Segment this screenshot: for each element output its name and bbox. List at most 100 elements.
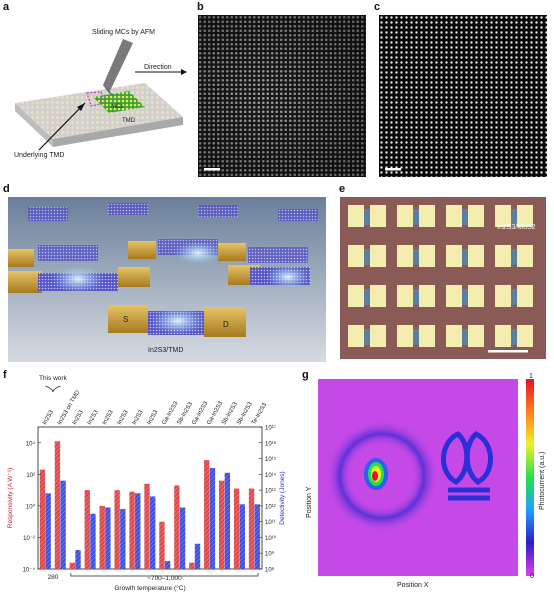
panel-label-a: a (3, 1, 10, 13)
right-tick-label: 10¹³ (265, 489, 276, 495)
detectivity-bar (90, 513, 96, 569)
channel-strip (413, 289, 419, 305)
electrode-pad (495, 205, 511, 227)
panel-label-b: b (197, 1, 204, 13)
detectivity-bar (135, 493, 141, 569)
channel-strip (364, 329, 370, 345)
electrode-pad (370, 285, 386, 307)
detectivity-bar (179, 507, 186, 569)
panel-label-g: g (302, 369, 309, 381)
responsivity-bar (218, 480, 225, 569)
electrode-pad (517, 245, 533, 267)
category-label: In2S3 (147, 409, 160, 426)
detectivity-bar (164, 561, 171, 569)
detectivity-bar (75, 550, 81, 569)
panel-label-e: e (339, 183, 346, 195)
electrode-pad (468, 245, 484, 267)
right-tick-label: 10¹⁵ (265, 456, 277, 463)
detectivity-bar (194, 543, 201, 569)
responsivity-bar (114, 490, 120, 569)
channel-strip (413, 249, 419, 265)
electrode-pad (468, 205, 484, 227)
left-tick-label: 10⁻⁴ (23, 567, 36, 574)
source-label: S (123, 315, 129, 324)
category-label: In2S3 (117, 409, 130, 426)
category-label: In2S3 (102, 409, 115, 426)
right-tick-label: 10⁹ (265, 551, 275, 558)
responsivity-bar (54, 441, 61, 569)
electrode-pad (419, 245, 435, 267)
right-tick-label: 10¹⁶ (265, 440, 277, 447)
panel-b-atomic-image (198, 15, 366, 177)
panel-e-optical-image (340, 197, 546, 359)
source-electrode (108, 305, 148, 333)
responsivity-bar (144, 483, 150, 569)
panel-d-device-illustration (8, 197, 326, 362)
detectivity-bar (224, 472, 231, 569)
electrode-pad (468, 285, 484, 307)
electrode-pad (370, 245, 386, 267)
panel-c-atomic-image (379, 15, 547, 177)
electrode-pad (397, 205, 413, 227)
responsivity-bar (159, 521, 165, 569)
category-label: In2S3 (132, 409, 145, 426)
right-tick-label: 10¹¹ (265, 520, 276, 526)
underlying-tmd-label: Underlying TMD (14, 152, 65, 159)
left-tick-label: 10⁴ (26, 440, 36, 447)
channel-strip (462, 209, 468, 225)
right-tick-label: 10¹² (265, 504, 276, 510)
electrode-pad (348, 285, 364, 307)
right-tick-label: 10⁸ (265, 567, 275, 574)
electrode-pad (495, 285, 511, 307)
channel-strip (462, 249, 468, 265)
electrode-pad (517, 325, 533, 347)
channel-strip (511, 249, 517, 265)
responsivity-bar (233, 488, 240, 569)
electrode-pad (446, 205, 462, 227)
mcs-label: MCs (111, 104, 124, 110)
this-work-label: This work (39, 375, 68, 382)
colorbar-max: 1 (529, 373, 533, 380)
scale-bar (385, 168, 401, 171)
drain-electrode (204, 307, 246, 337)
channel-strip (364, 249, 370, 265)
panel-g-heatmap (318, 379, 534, 576)
responsivity-bar (84, 490, 90, 569)
electrode-pad (397, 285, 413, 307)
colorbar-min: 0 (530, 573, 534, 580)
detectivity-bar (45, 493, 51, 569)
electrode-pad (370, 325, 386, 347)
direction-label: Direction (144, 64, 172, 71)
responsivity-bar (99, 505, 105, 569)
right-tick-label: 10¹⁴ (265, 472, 277, 479)
channel-strip (462, 329, 468, 345)
panel-label-c: c (374, 1, 381, 13)
electrode-pad (495, 325, 511, 347)
panel-a-schematic (15, 39, 187, 151)
detectivity-bar (254, 504, 260, 569)
channel-strip (364, 289, 370, 305)
left-tick-label: 10⁻² (23, 536, 35, 542)
responsivity-bar (189, 562, 195, 569)
responsivity-bar (129, 491, 135, 569)
x-axis-title: Growth temperature (°C) (114, 584, 185, 592)
electrode-pad (517, 285, 533, 307)
detectivity-bar (209, 468, 216, 569)
electrode-pad (348, 245, 364, 267)
channel-strip (413, 329, 419, 345)
panel-label-f: f (3, 369, 7, 381)
heatmap-ylabel: Position Y (306, 486, 313, 518)
channel-strip (511, 209, 517, 225)
afm-label: Sliding MCs by AFM (92, 29, 156, 36)
detectivity-bar (120, 509, 126, 569)
channel-strip (511, 329, 517, 345)
responsivity-bar (39, 469, 46, 569)
growth-high-label: ~700–1,000 (147, 575, 182, 582)
channel-strip (364, 209, 370, 225)
right-axis-title: Detectivity (Jones) (279, 471, 286, 524)
electrode-pad (419, 325, 435, 347)
scale-bar (488, 350, 528, 353)
electrode-pad (397, 325, 413, 347)
material-label-e: In2S3/MoS2 (497, 224, 536, 231)
electrode-pad (348, 325, 364, 347)
